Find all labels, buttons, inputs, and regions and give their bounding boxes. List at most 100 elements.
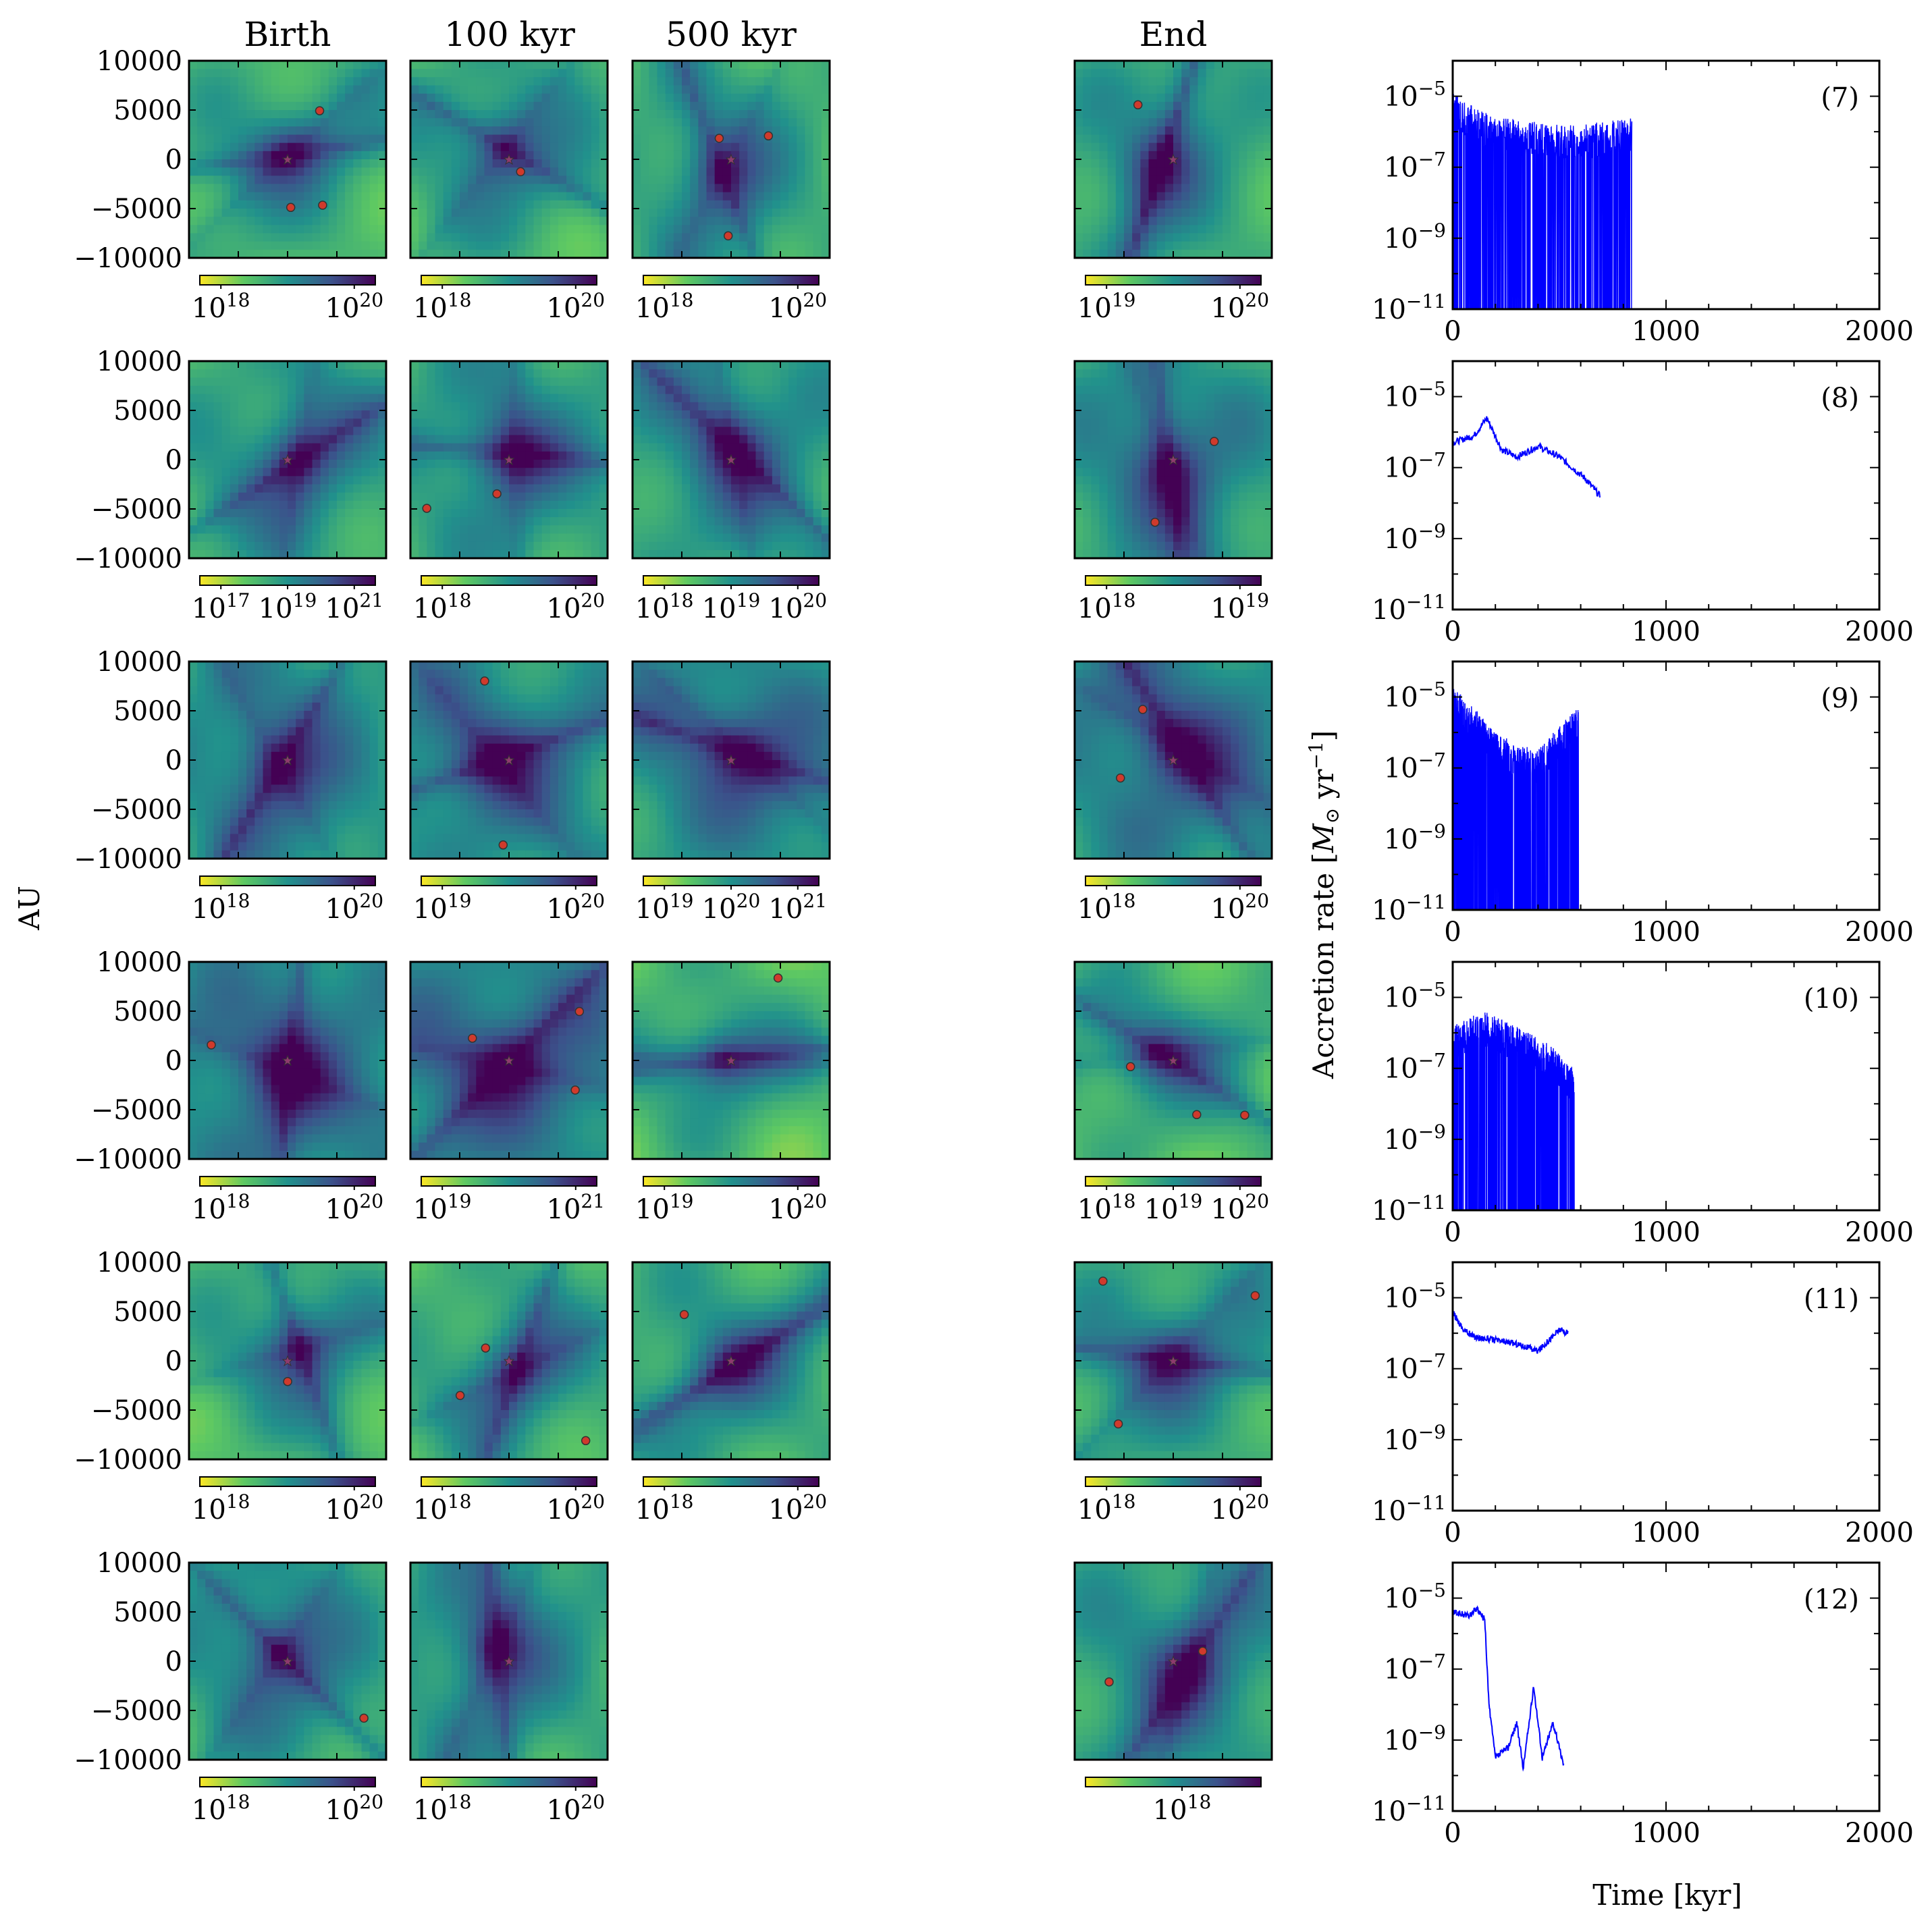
- density-cell: [1132, 451, 1141, 460]
- density-cell: [320, 176, 329, 185]
- density-cell: [739, 176, 748, 185]
- density-cell: [221, 402, 231, 411]
- density-cell: [230, 101, 239, 111]
- density-cell: [427, 69, 436, 78]
- density-cell: [788, 435, 797, 444]
- density-cell: [500, 369, 510, 378]
- density-cell: [1255, 435, 1264, 444]
- density-cell: [1075, 468, 1083, 477]
- density-cell: [451, 200, 460, 209]
- density-cell: [492, 402, 502, 411]
- density-cell: [369, 184, 379, 193]
- density-cell: [533, 369, 543, 378]
- density-cell: [197, 110, 206, 119]
- density-cell: [772, 484, 781, 493]
- density-cell: [747, 85, 757, 94]
- density-cell: [221, 377, 231, 387]
- density-cell: [665, 233, 674, 242]
- density-cell: [772, 541, 781, 551]
- density-cell: [271, 249, 280, 259]
- density-cell: [649, 110, 658, 119]
- density-cell: [673, 402, 682, 411]
- density-cell: [517, 484, 526, 493]
- density-cell: [591, 525, 600, 535]
- density-cell: [337, 233, 346, 242]
- density-cell: [435, 451, 444, 460]
- density-cell: [747, 484, 757, 493]
- density-cell: [788, 533, 797, 543]
- density-cell: [320, 460, 329, 468]
- density-cell: [763, 443, 773, 452]
- density-cell: [1206, 500, 1215, 510]
- density-cell: [558, 443, 567, 452]
- density-cell: [492, 533, 502, 543]
- density-cell: [1164, 418, 1174, 427]
- density-cell: [788, 200, 797, 209]
- density-cell: [312, 217, 321, 225]
- density-cell: [213, 394, 223, 403]
- density-cell: [673, 418, 682, 427]
- density-cell: [574, 151, 584, 160]
- density-cell: [739, 151, 748, 160]
- density-cell: [1255, 101, 1264, 111]
- density-cell: [1189, 525, 1199, 535]
- density-cell: [427, 126, 436, 136]
- density-cell: [1231, 443, 1239, 452]
- density-cell: [1189, 549, 1199, 559]
- density-cell: [673, 225, 682, 234]
- density-cell: [1083, 241, 1092, 250]
- density-cell: [525, 361, 535, 370]
- density-cell: [213, 541, 223, 551]
- density-cell: [279, 249, 288, 259]
- density-cell: [304, 525, 313, 535]
- density-cell: [633, 369, 641, 378]
- density-cell: [476, 402, 485, 411]
- density-cell: [1223, 93, 1231, 103]
- density-cell: [476, 484, 485, 493]
- density-cell: [238, 217, 247, 225]
- density-cell: [484, 85, 493, 94]
- density-cell: [1255, 460, 1264, 468]
- density-cell: [558, 549, 567, 559]
- density-cell: [443, 394, 452, 403]
- density-cell: [698, 418, 707, 427]
- density-cell: [1099, 418, 1108, 427]
- density-cell: [377, 110, 387, 119]
- density-cell: [682, 541, 691, 551]
- density-cell: [706, 101, 716, 111]
- density-cell: [780, 225, 789, 234]
- density-cell: [419, 61, 427, 70]
- sink-star-marker: [503, 454, 515, 466]
- density-cell: [1263, 151, 1272, 160]
- density-cell: [574, 200, 584, 209]
- density-cell: [1164, 200, 1174, 209]
- density-cell: [1132, 69, 1141, 78]
- density-cell: [641, 134, 649, 144]
- density-cell: [509, 85, 518, 94]
- density-cell: [517, 151, 526, 160]
- density-cell: [345, 492, 354, 502]
- density-cell: [763, 468, 773, 477]
- density-cell: [230, 500, 239, 510]
- density-cell: [1263, 77, 1272, 86]
- density-cell: [369, 410, 379, 419]
- density-cell: [1198, 500, 1207, 510]
- density-cell: [517, 517, 526, 526]
- density-cell: [821, 541, 830, 551]
- density-cell: [1115, 500, 1125, 510]
- density-cell: [772, 151, 781, 160]
- density-cell: [591, 418, 600, 427]
- density-cell: [213, 69, 223, 78]
- density-cell: [541, 377, 551, 387]
- density-cell: [246, 209, 255, 217]
- density-cell: [755, 476, 765, 485]
- map-y-tick-label: −5000: [91, 494, 182, 525]
- density-cell: [541, 69, 551, 78]
- density-cell: [279, 484, 288, 493]
- density-cell: [763, 549, 773, 559]
- density-cell: [492, 151, 502, 160]
- density-cell: [1247, 410, 1256, 419]
- density-cell: [1115, 460, 1125, 468]
- density-cell: [558, 225, 567, 234]
- density-cell: [657, 209, 666, 217]
